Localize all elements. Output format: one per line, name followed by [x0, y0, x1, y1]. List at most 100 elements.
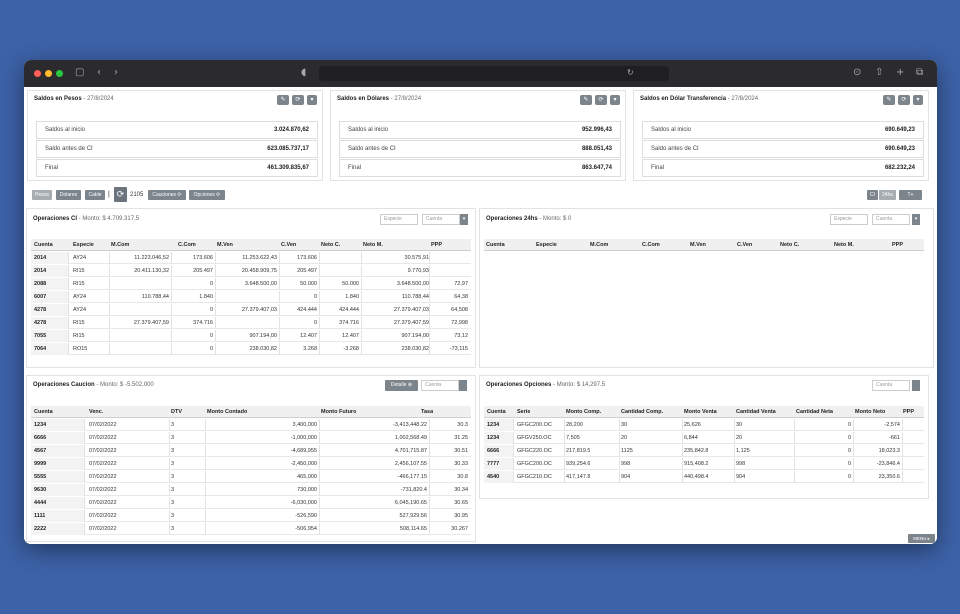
column-header[interactable]: PPP [903, 409, 915, 415]
minimize-window-button[interactable] [45, 70, 52, 77]
edit-button[interactable]: ✎ [277, 95, 289, 105]
edit-button[interactable]: ✎ [883, 95, 895, 105]
column-header[interactable]: M.Ven [217, 242, 233, 248]
table-row[interactable]: 5555 07/02/2022 3 465,000 -466,177.15 30.8 [31, 471, 471, 483]
column-header[interactable]: Cuenta [487, 409, 506, 415]
column-header[interactable]: Cantidad Venta [736, 409, 776, 415]
column-header[interactable]: Monto Futuro [321, 409, 357, 415]
column-header[interactable]: Cuenta [486, 242, 505, 248]
column-header[interactable]: Monto Venta [684, 409, 717, 415]
collapse-button[interactable]: ▾ [913, 95, 923, 105]
table-row[interactable]: 2222 07/02/2022 3 -506,954 508,114.65 30.267 [31, 523, 471, 535]
especie-filter-input[interactable]: Especie [380, 214, 418, 225]
column-header[interactable]: Neto C. [780, 242, 800, 248]
cuenta-dropdown[interactable]: ▾ [460, 214, 468, 225]
column-header[interactable]: M.Ven [690, 242, 706, 248]
table-row[interactable]: 4567 07/02/2022 3 -4,689,955 4,701,715.87 30.… [31, 445, 471, 457]
collapse-button[interactable]: ▾ [307, 95, 317, 105]
close-window-button[interactable] [34, 70, 41, 77]
column-header[interactable]: C.Com [178, 242, 196, 248]
cauciones-button[interactable]: Cauciones ⟳ [148, 190, 186, 200]
table-row[interactable]: 9999 07/02/2022 3 -2,450,000 2,456,107.55 30.… [31, 458, 471, 470]
column-header[interactable]: DTV [171, 409, 182, 415]
table-row[interactable]: 7777 GFGC200.OC 939,254.6 998 915,408.2 998 0 -… [484, 458, 924, 470]
edit-button[interactable]: ✎ [580, 95, 592, 105]
opciones-button[interactable]: Opciones ⟳ [189, 190, 225, 200]
column-header[interactable]: M.Com [111, 242, 130, 248]
cuenta-filter-input[interactable]: Cuenta [872, 214, 910, 225]
menu-button[interactable]: MENU ▸ [908, 534, 935, 543]
zoom-window-button[interactable] [56, 70, 63, 77]
sidebar-icon[interactable]: ▢ [75, 67, 85, 78]
back-icon[interactable]: ‹ [97, 67, 101, 78]
dolares-button[interactable]: Dolares [56, 190, 81, 200]
collapse-button[interactable]: ▾ [610, 95, 620, 105]
cuenta-dropdown[interactable] [912, 380, 920, 391]
table-row[interactable]: 9630 07/02/2022 3 730,000 -731,820.4 30.34 [31, 484, 471, 496]
cuenta-dropdown[interactable]: ▾ [912, 214, 920, 225]
cuenta-filter-input[interactable]: Cuenta [422, 214, 460, 225]
reload-button[interactable]: ⟳ [595, 95, 607, 105]
pesos-button[interactable]: Pesos [32, 190, 52, 200]
column-header[interactable]: Cuenta [34, 242, 53, 248]
new-tab-icon[interactable]: + [896, 67, 905, 78]
download-icon[interactable]: ⊙ [853, 67, 862, 78]
forward-icon[interactable]: › [114, 67, 118, 78]
cuenta-dropdown[interactable] [459, 380, 467, 391]
column-header[interactable]: Venc. [89, 409, 104, 415]
column-header[interactable]: Neto M. [363, 242, 383, 248]
column-header[interactable]: C.Ven [737, 242, 753, 248]
balance-panel-pesos: Saldos en Pesos - 27/8/2024 ✎ ⟳ ▾ Saldos… [27, 90, 323, 181]
reload-button[interactable]: ⟳ [292, 95, 304, 105]
reload-icon[interactable]: ↻ [627, 68, 634, 77]
tabs-icon[interactable]: ⧉ [916, 67, 924, 78]
especie-filter-input[interactable]: Especie [830, 214, 868, 225]
table-row[interactable]: 1234 GFGC200.OC 28,200 30 25,626 30 0 -2,574 [484, 419, 924, 431]
column-header[interactable]: Monto Contado [207, 409, 248, 415]
column-header[interactable]: Tasa [421, 409, 434, 415]
table-row[interactable]: 2014 RI15 20.411.130,32 205.497 20.458.909,7… [31, 265, 471, 277]
column-header[interactable]: PPP [431, 242, 443, 248]
share-icon[interactable]: ⇧ [875, 67, 884, 78]
column-header[interactable]: Cantidad Comp. [621, 409, 664, 415]
column-header[interactable]: Cantidad Neta [796, 409, 833, 415]
table-row[interactable]: 1234 07/02/2022 3 3,400,000 -3,413,448.22 30.… [31, 419, 471, 431]
table-row[interactable]: 7064 RO15 0 238.030,82 3.268 -3.268 238.030,82… [31, 343, 471, 355]
column-header[interactable]: Cuenta [34, 409, 53, 415]
column-header[interactable]: M.Com [590, 242, 609, 248]
column-header[interactable]: PPP [892, 242, 904, 248]
table-row[interactable]: 6666 GFGC220.OC 217,819.5 1125 235,842.8 1,12… [484, 445, 924, 457]
table-cell: 508,114.65 [399, 526, 427, 532]
cuenta-filter-input[interactable]: Cuenta [872, 380, 910, 391]
table-row[interactable]: 4444 07/02/2022 3 -6,030,000 6,045,190.65 30.… [31, 497, 471, 509]
address-bar[interactable]: ↻ [319, 66, 669, 81]
cuenta-filter-input[interactable]: Cuenta [421, 380, 459, 391]
column-header[interactable]: Especie [536, 242, 557, 248]
table-row[interactable]: 6666 07/02/2022 3 -1,000,000 1,002,568.49 31.… [31, 432, 471, 444]
cable-button[interactable]: Cable [85, 190, 105, 200]
24hs-button[interactable]: 24hs [879, 190, 896, 200]
table-row[interactable]: 6007 AY24 110.788,44 1.840 0 1.840 110.788,44 6… [31, 291, 471, 303]
column-header[interactable]: Neto M. [834, 242, 854, 248]
reload-all-button[interactable]: ⟳ [114, 187, 127, 202]
column-header[interactable]: C.Com [642, 242, 660, 248]
column-header[interactable]: C.Ven [281, 242, 297, 248]
table-row[interactable]: 2088 RI15 0 3.648.500,00 50.000 50.000 3.648.5… [31, 278, 471, 290]
column-header[interactable]: Monto Neto [855, 409, 886, 415]
column-header[interactable]: Serie [517, 409, 531, 415]
column-header[interactable]: Monto Comp. [566, 409, 602, 415]
table-row[interactable]: 2014 AY24 11.223.046,52 173.606 11.253.622,4… [31, 252, 471, 264]
t-plus-button[interactable]: T+ [899, 190, 922, 200]
table-row[interactable]: 4278 RI15 27.379.407,59 374.716 0 374.716 27.3… [31, 317, 471, 329]
table-row[interactable]: 4278 AY24 0 27.379.407,03 424.444 424.444 27.3… [31, 304, 471, 316]
column-header[interactable]: Especie [73, 242, 94, 248]
detalle-button[interactable]: Detalle ⊕ [385, 380, 418, 391]
table-row[interactable]: 1111 07/02/2022 3 -526,590 527,929.56 30.95 [31, 510, 471, 522]
cell-divider [279, 343, 280, 355]
table-row[interactable]: 1234 GFGV250.OC 7,505 20 6,844 20 0 -661 [484, 432, 924, 444]
table-row[interactable]: 4540 GFGC210.OC 417,147.8 904 440,498.4 904 0 2… [484, 471, 924, 483]
column-header[interactable]: Neto C. [321, 242, 341, 248]
reload-button[interactable]: ⟳ [898, 95, 910, 105]
table-row[interactable]: 7055 RI15 0 907.194,00 12.407 12.407 907.194,0… [31, 330, 471, 342]
ci-button[interactable]: CI [867, 190, 878, 200]
